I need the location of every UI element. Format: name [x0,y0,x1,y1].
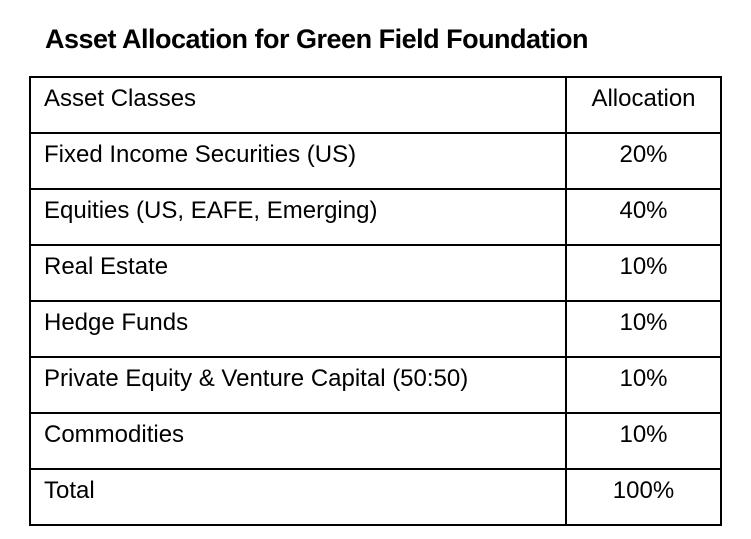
allocation-cell: 10% [565,244,722,302]
allocation-cell: 40% [565,188,722,246]
asset-allocation-table: Asset Classes Allocation Fixed Income Se… [29,76,722,526]
allocation-cell: 20% [565,132,722,190]
asset-class-cell: Hedge Funds [29,300,567,358]
total-allocation-cell: 100% [565,468,722,526]
column-header-asset-classes: Asset Classes [29,76,567,134]
allocation-cell: 10% [565,412,722,470]
asset-class-cell: Equities (US, EAFE, Emerging) [29,188,567,246]
asset-class-cell: Private Equity & Venture Capital (50:50) [29,356,567,414]
asset-class-cell: Fixed Income Securities (US) [29,132,567,190]
page-title: Asset Allocation for Green Field Foundat… [45,24,589,54]
table-header-row: Asset Classes Allocation [29,76,722,134]
allocation-cell: 10% [565,300,722,358]
table-row: Fixed Income Securities (US) 20% [29,132,722,190]
table-row: Private Equity & Venture Capital (50:50)… [29,356,722,414]
table-row: Commodities 10% [29,412,722,470]
table-row: Real Estate 10% [29,244,722,302]
total-label-cell: Total [29,468,567,526]
table-row: Equities (US, EAFE, Emerging) 40% [29,188,722,246]
asset-class-cell: Commodities [29,412,567,470]
asset-class-cell: Real Estate [29,244,567,302]
table-row: Hedge Funds 10% [29,300,722,358]
table-total-row: Total 100% [29,468,722,526]
allocation-cell: 10% [565,356,722,414]
column-header-allocation: Allocation [565,76,722,134]
